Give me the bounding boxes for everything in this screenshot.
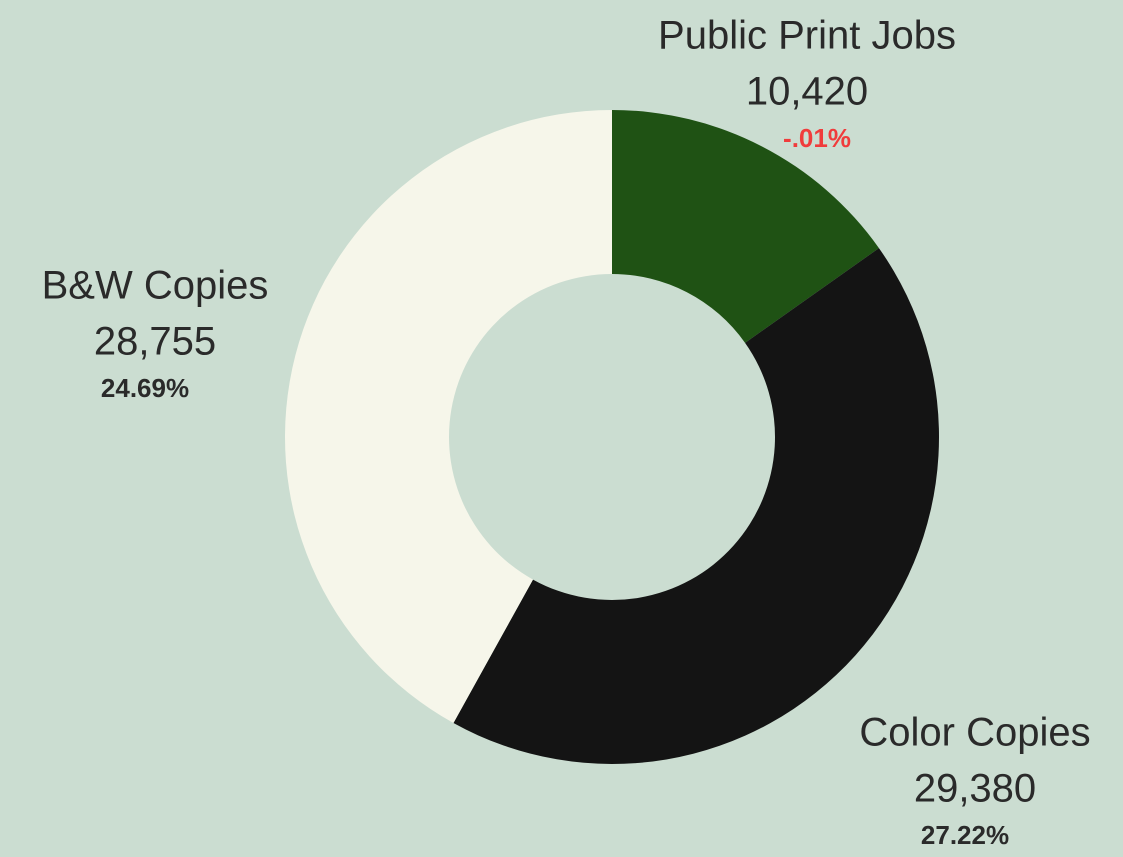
segment-value: 29,380 [914, 767, 1036, 811]
segment-name: B&W Copies [42, 264, 269, 308]
donut-segment [612, 110, 879, 343]
segment-change: 27.22% [921, 820, 1009, 850]
segment-change: -.01% [783, 123, 851, 153]
segment-value: 10,420 [746, 70, 868, 114]
donut-segment [285, 110, 612, 724]
segment-name: Public Print Jobs [658, 14, 956, 58]
segment-value: 28,755 [94, 320, 216, 364]
donut-segment [453, 248, 939, 764]
segment-change: 24.69% [101, 373, 189, 403]
segment-name: Color Copies [859, 711, 1090, 755]
